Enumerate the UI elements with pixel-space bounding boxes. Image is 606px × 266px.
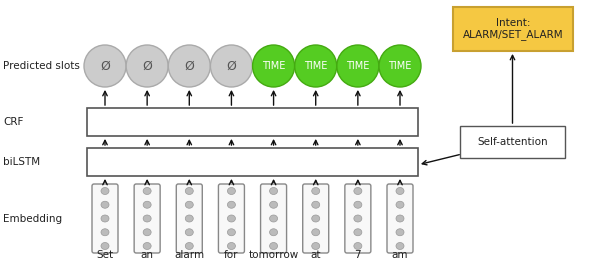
Text: tomorrow: tomorrow [248,250,299,260]
Bar [87,148,418,176]
Ellipse shape [101,201,109,208]
FancyBboxPatch shape [387,184,413,253]
Ellipse shape [185,229,193,236]
Text: am: am [391,250,408,260]
Ellipse shape [126,45,168,87]
Ellipse shape [396,188,404,194]
Ellipse shape [143,188,151,194]
Ellipse shape [101,243,109,250]
Text: Intent:
ALARM/SET_ALARM: Intent: ALARM/SET_ALARM [463,18,564,40]
Ellipse shape [143,215,151,222]
Ellipse shape [354,229,362,236]
Ellipse shape [185,243,193,250]
Ellipse shape [210,45,253,87]
Ellipse shape [270,188,278,194]
Text: at: at [310,250,321,260]
Text: TIME: TIME [388,61,411,71]
FancyBboxPatch shape [134,184,160,253]
Ellipse shape [354,243,362,250]
Ellipse shape [185,201,193,208]
Ellipse shape [227,188,235,194]
Text: Embedding: Embedding [3,214,62,223]
Ellipse shape [143,243,151,250]
Text: 7: 7 [355,250,361,260]
Text: Ø: Ø [142,60,152,73]
Ellipse shape [227,201,235,208]
Ellipse shape [270,229,278,236]
Ellipse shape [101,215,109,222]
Ellipse shape [101,188,109,194]
Text: Set: Set [96,250,113,260]
Ellipse shape [396,201,404,208]
Ellipse shape [311,229,320,236]
Ellipse shape [168,45,210,87]
Ellipse shape [354,201,362,208]
Bar [87,108,418,136]
Ellipse shape [379,45,421,87]
Ellipse shape [337,45,379,87]
Text: biLSTM: biLSTM [3,157,40,167]
Text: for: for [224,250,239,260]
Ellipse shape [354,215,362,222]
Ellipse shape [270,243,278,250]
Ellipse shape [185,215,193,222]
FancyBboxPatch shape [218,184,244,253]
Ellipse shape [396,243,404,250]
Text: an: an [141,250,154,260]
Ellipse shape [354,188,362,194]
FancyBboxPatch shape [303,184,328,253]
Ellipse shape [396,215,404,222]
Ellipse shape [311,201,320,208]
Text: TIME: TIME [346,61,370,71]
Ellipse shape [84,45,126,87]
Ellipse shape [227,229,235,236]
FancyBboxPatch shape [453,7,573,51]
Ellipse shape [227,215,235,222]
Ellipse shape [143,201,151,208]
FancyBboxPatch shape [345,184,371,253]
Ellipse shape [270,201,278,208]
Ellipse shape [143,229,151,236]
Text: Ø: Ø [227,60,236,73]
Ellipse shape [101,229,109,236]
FancyBboxPatch shape [261,184,287,253]
Text: Self-attention: Self-attention [477,137,548,147]
Ellipse shape [253,45,295,87]
Text: TIME: TIME [262,61,285,71]
Ellipse shape [185,188,193,194]
Ellipse shape [270,215,278,222]
Text: alarm: alarm [174,250,204,260]
Ellipse shape [396,229,404,236]
Text: Ø: Ø [184,60,195,73]
Bar [460,126,565,158]
Text: CRF: CRF [3,117,24,127]
Text: Ø: Ø [100,60,110,73]
Ellipse shape [311,243,320,250]
Ellipse shape [311,188,320,194]
Ellipse shape [227,243,235,250]
Ellipse shape [295,45,337,87]
FancyBboxPatch shape [92,184,118,253]
FancyBboxPatch shape [176,184,202,253]
Text: Predicted slots: Predicted slots [3,61,80,71]
Ellipse shape [311,215,320,222]
Text: TIME: TIME [304,61,327,71]
